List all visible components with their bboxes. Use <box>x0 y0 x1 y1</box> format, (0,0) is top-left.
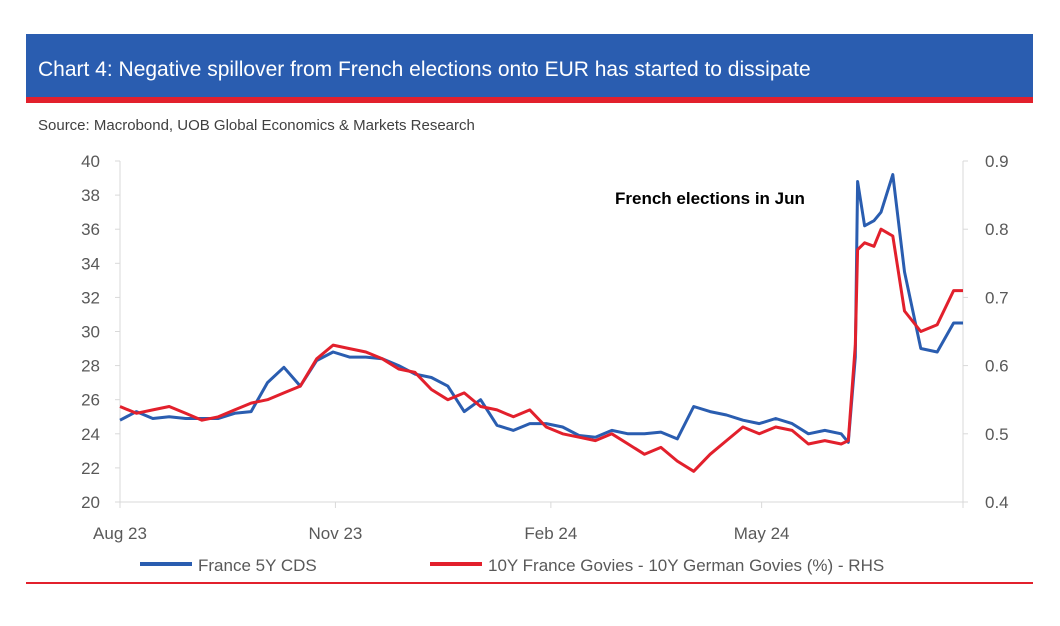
tick-labels: 20 22 24 26 28 30 32 34 36 38 40 0.4 0.5 0.6 0.7 0.8 0.9… <box>81 152 1009 543</box>
legend-label: 10Y France Govies - 10Y German Govies (%… <box>488 556 884 575</box>
y-right-tick-label: 0.5 <box>985 425 1009 444</box>
title-accent-stripe <box>26 97 1033 103</box>
y-left-tick-label: 32 <box>81 288 100 307</box>
y-left-tick-label: 26 <box>81 391 100 410</box>
y-left-tick-label: 30 <box>81 323 100 342</box>
legend: France 5Y CDS 10Y France Govies - 10Y Ger… <box>140 556 884 575</box>
y-left-tick-label: 40 <box>81 152 100 171</box>
y-right-tick-label: 0.6 <box>985 357 1009 376</box>
y-left-tick-label: 22 <box>81 459 100 478</box>
series-layer <box>119 173 963 473</box>
y-left-tick-label: 34 <box>81 254 100 273</box>
y-right-tick-label: 0.9 <box>985 152 1009 171</box>
series-line-cds <box>119 173 963 444</box>
y-right-tick-label: 0.8 <box>985 220 1009 239</box>
x-tick-label: Feb 24 <box>524 524 577 543</box>
x-tick-label: Nov 23 <box>308 524 362 543</box>
y-right-tick-label: 0.4 <box>985 493 1009 512</box>
chart-annotation: French elections in Jun <box>615 189 805 208</box>
chart-source: Source: Macrobond, UOB Global Economics … <box>38 117 475 134</box>
y-left-tick-label: 28 <box>81 357 100 376</box>
y-left-tick-label: 38 <box>81 186 100 205</box>
y-right-tick-label: 0.7 <box>985 288 1009 307</box>
chart-title-banner: Chart 4: Negative spillover from French … <box>26 34 1033 97</box>
bottom-divider <box>26 582 1033 584</box>
y-left-tick-label: 24 <box>81 425 100 444</box>
y-left-tick-label: 20 <box>81 493 100 512</box>
series-line-spread <box>119 227 963 473</box>
axes <box>115 160 968 508</box>
x-tick-label: Aug 23 <box>93 524 147 543</box>
y-left-tick-label: 36 <box>81 220 100 239</box>
chart-title: Chart 4: Negative spillover from French … <box>38 58 811 81</box>
x-tick-label: May 24 <box>734 524 790 543</box>
legend-label: France 5Y CDS <box>198 556 317 575</box>
